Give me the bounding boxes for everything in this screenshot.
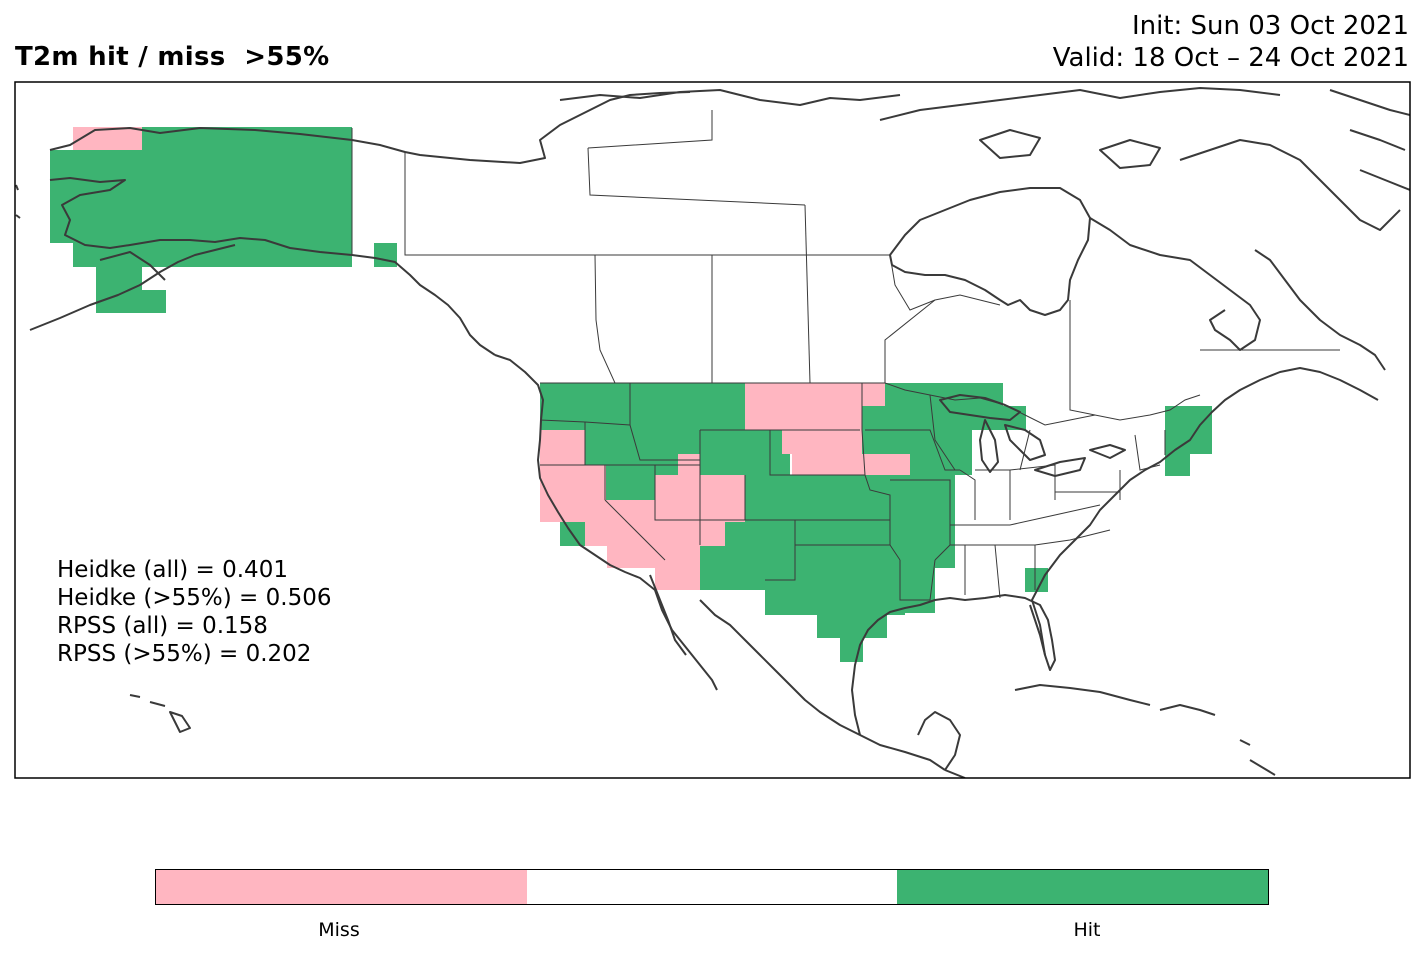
miss-cell — [585, 522, 615, 546]
miss-cell — [655, 568, 700, 590]
miss-cell — [745, 383, 780, 430]
hit-cell — [745, 454, 790, 475]
heidke-55: Heidke (>55%) = 0.506 — [57, 585, 332, 611]
map-border — [14, 81, 1411, 779]
colorbar-neutral-segment — [526, 870, 898, 904]
political-borders — [351, 110, 1340, 601]
hit-cell — [96, 290, 166, 313]
rpss-55: RPSS (>55%) = 0.202 — [57, 641, 312, 667]
miss-cell — [607, 546, 655, 568]
hit-cell — [630, 383, 745, 430]
miss-cell — [782, 430, 862, 454]
hit-cell — [655, 465, 678, 475]
miss-cell — [540, 430, 585, 465]
forecast-grid-cells — [50, 127, 1212, 662]
hit-cell — [700, 454, 745, 475]
miss-cell — [615, 522, 655, 546]
colorbar-miss-segment — [156, 870, 527, 904]
hit-cell — [1025, 568, 1048, 592]
hit-cell — [606, 465, 655, 500]
miss-cell — [560, 500, 655, 522]
hit-cell — [805, 475, 955, 522]
miss-cell — [792, 454, 910, 475]
miss-cell — [540, 465, 606, 500]
colorbar-hit-segment — [897, 870, 1269, 904]
heidke-all: Heidke (all) = 0.401 — [57, 557, 288, 583]
valid-period: Valid: 18 Oct – 24 Oct 2021 — [1052, 43, 1409, 73]
hit-cell — [745, 475, 805, 522]
hit-cell — [725, 546, 930, 590]
hit-cell — [700, 430, 782, 454]
miss-cell — [780, 383, 862, 430]
hit-cell — [374, 243, 397, 267]
skill-scores: Heidke (all) = 0.401 Heidke (>55%) = 0.5… — [57, 556, 331, 668]
colorbar-label-miss: Miss — [318, 919, 360, 941]
hit-cell — [73, 220, 352, 267]
hit-cell — [96, 267, 119, 290]
colorbar-label-hit: Hit — [1073, 919, 1101, 941]
hit-cell — [50, 150, 352, 220]
hit-cell — [1165, 454, 1190, 476]
miss-cell — [862, 383, 885, 406]
miss-cell — [73, 127, 142, 151]
map-title: T2m hit / miss >55% — [15, 42, 330, 72]
hit-cell — [1165, 406, 1212, 454]
coastlines — [15, 87, 1410, 778]
colorbar — [155, 869, 1269, 905]
hit-cell — [765, 590, 905, 615]
rpss-all: RPSS (all) = 0.158 — [57, 613, 268, 639]
hit-cell — [119, 267, 142, 290]
hit-cell — [700, 546, 725, 590]
init-date: Init: Sun 03 Oct 2021 — [1131, 11, 1409, 41]
date-info: Init: Sun 03 Oct 2021 Valid: 18 Oct – 24… — [1053, 10, 1409, 74]
hit-cell — [817, 613, 887, 638]
